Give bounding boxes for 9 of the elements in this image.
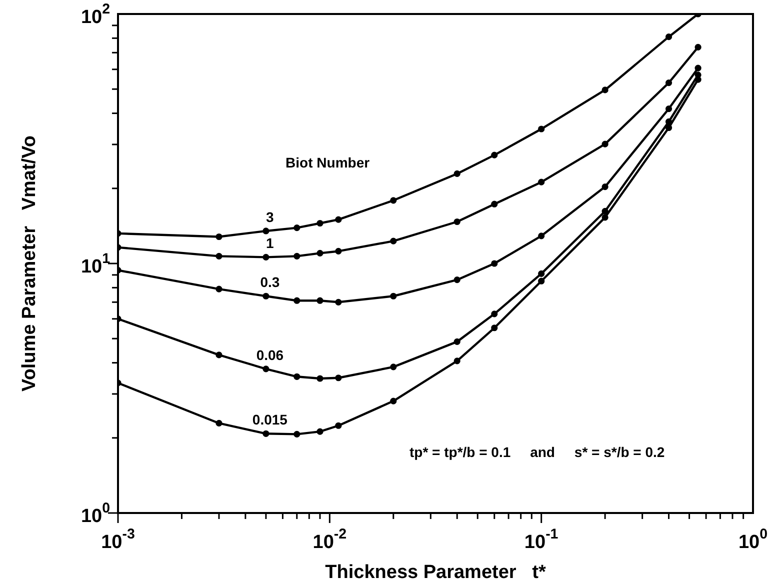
- x-axis-title: Thickness Parameter t*: [325, 562, 546, 584]
- series-label: 0.06: [256, 346, 284, 363]
- y-axis-title: Volume Parameter Vmat/Vo: [19, 136, 40, 392]
- series-label: 0.3: [260, 274, 280, 290]
- annotation: tp* = tp*/b = 0.1 and s* = s*/b = 0.2: [409, 444, 665, 460]
- series-label: 0.015: [252, 412, 288, 428]
- series-label: 3: [266, 208, 274, 225]
- series-label: 1: [266, 235, 274, 252]
- annotation: Biot Number: [286, 154, 370, 171]
